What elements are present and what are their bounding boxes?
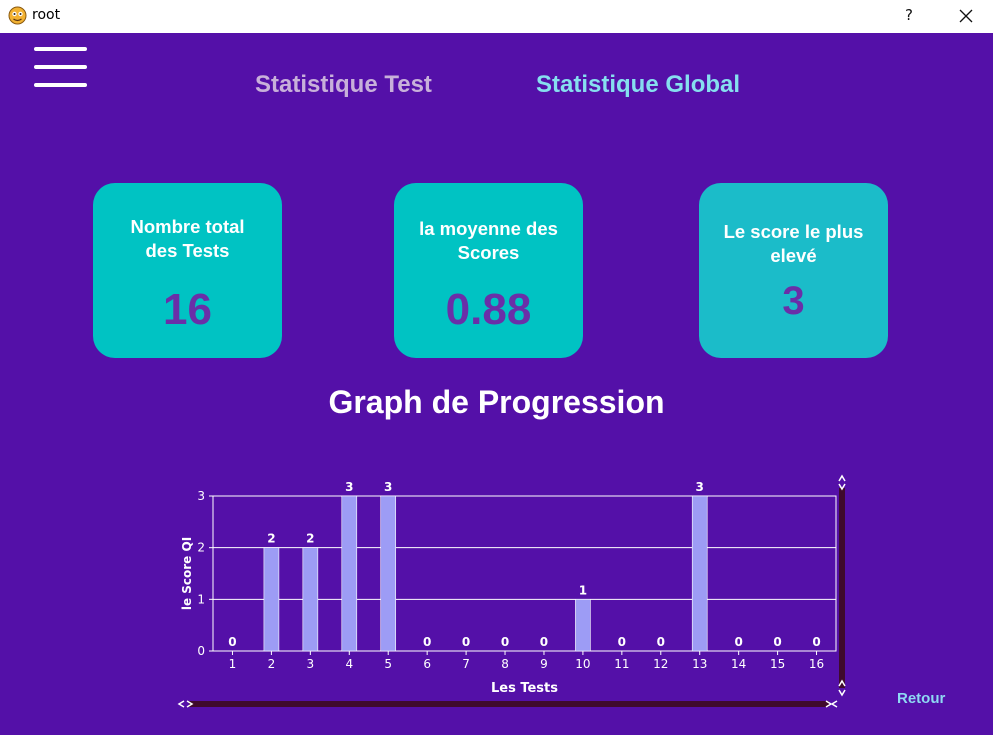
vertical-scrollbar [839, 488, 845, 688]
x-tick-label: 11 [614, 657, 629, 671]
bar [691, 495, 708, 652]
x-tick-label: 3 [307, 657, 315, 671]
menu-icon[interactable] [34, 46, 88, 88]
x-tick-label: 14 [731, 657, 746, 671]
bar [263, 547, 280, 652]
data-label: 3 [696, 480, 704, 494]
card-value-average-score: 0.88 [445, 285, 532, 334]
window-title: root [32, 7, 61, 23]
bar [302, 547, 319, 652]
graph-title: Graph de Progression [328, 384, 665, 420]
horizontal-scrollbar [189, 701, 829, 707]
progress-bar-chart: 0123102232435360708090101110120133140150… [177, 474, 846, 708]
card-highest-score: Le score le plus elevé 3 [699, 183, 888, 358]
data-label: 0 [657, 635, 665, 649]
data-label: 2 [267, 532, 275, 546]
x-tick-label: 10 [575, 657, 590, 671]
card-average-score: la moyenne des Scores 0.88 [394, 183, 583, 358]
data-label: 0 [618, 635, 626, 649]
retour-link[interactable]: Retour [897, 690, 946, 707]
data-label: 0 [423, 635, 431, 649]
x-axis-label: Les Tests [491, 681, 558, 696]
data-label: 0 [462, 635, 470, 649]
card-value-highest-score: 3 [782, 279, 805, 323]
x-tick-label: 7 [462, 657, 470, 671]
y-axis-label: le Score QI [180, 537, 194, 610]
x-tick-label: 4 [345, 657, 353, 671]
app-icon [8, 6, 27, 25]
y-tick-label: 3 [197, 489, 205, 503]
window-titlebar: root ? [0, 0, 993, 33]
card-label: la moyenne des Scores [419, 218, 558, 263]
card-label: Le score le plus elevé [723, 221, 864, 266]
y-tick-label: 0 [197, 644, 205, 658]
x-tick-label: 16 [809, 657, 824, 671]
scroll-right-icon [825, 700, 838, 708]
data-label: 0 [812, 635, 820, 649]
x-tick-label: 9 [540, 657, 548, 671]
card-label: Nombre total des Tests [130, 216, 245, 261]
data-label: 0 [773, 635, 781, 649]
data-label: 3 [345, 480, 353, 494]
bar [380, 495, 397, 652]
x-tick-label: 5 [384, 657, 392, 671]
tab-statistique-global[interactable]: Statistique Global [536, 71, 741, 98]
close-icon[interactable] [955, 5, 977, 27]
scroll-up-icon [838, 474, 846, 491]
data-label: 0 [734, 635, 742, 649]
data-label: 3 [384, 480, 392, 494]
bar [575, 599, 591, 652]
bar [341, 495, 358, 652]
data-label: 0 [501, 635, 509, 649]
data-label: 1 [579, 583, 587, 597]
tab-statistique-test[interactable]: Statistique Test [255, 71, 432, 98]
card-value-total-tests: 16 [163, 285, 212, 334]
data-label: 2 [306, 532, 314, 546]
data-label: 0 [540, 635, 548, 649]
y-tick-label: 2 [197, 541, 205, 555]
x-tick-label: 13 [692, 657, 707, 671]
data-label: 0 [228, 635, 236, 649]
y-tick-label: 1 [197, 592, 205, 606]
x-tick-label: 8 [501, 657, 509, 671]
scroll-down-icon [838, 679, 846, 697]
x-tick-label: 15 [770, 657, 785, 671]
x-tick-label: 1 [229, 657, 237, 671]
x-tick-label: 6 [423, 657, 431, 671]
scroll-left-icon [177, 700, 194, 708]
help-button[interactable]: ? [905, 6, 913, 24]
x-tick-label: 12 [653, 657, 668, 671]
card-total-tests: Nombre total des Tests 16 [93, 183, 282, 358]
x-tick-label: 2 [268, 657, 276, 671]
